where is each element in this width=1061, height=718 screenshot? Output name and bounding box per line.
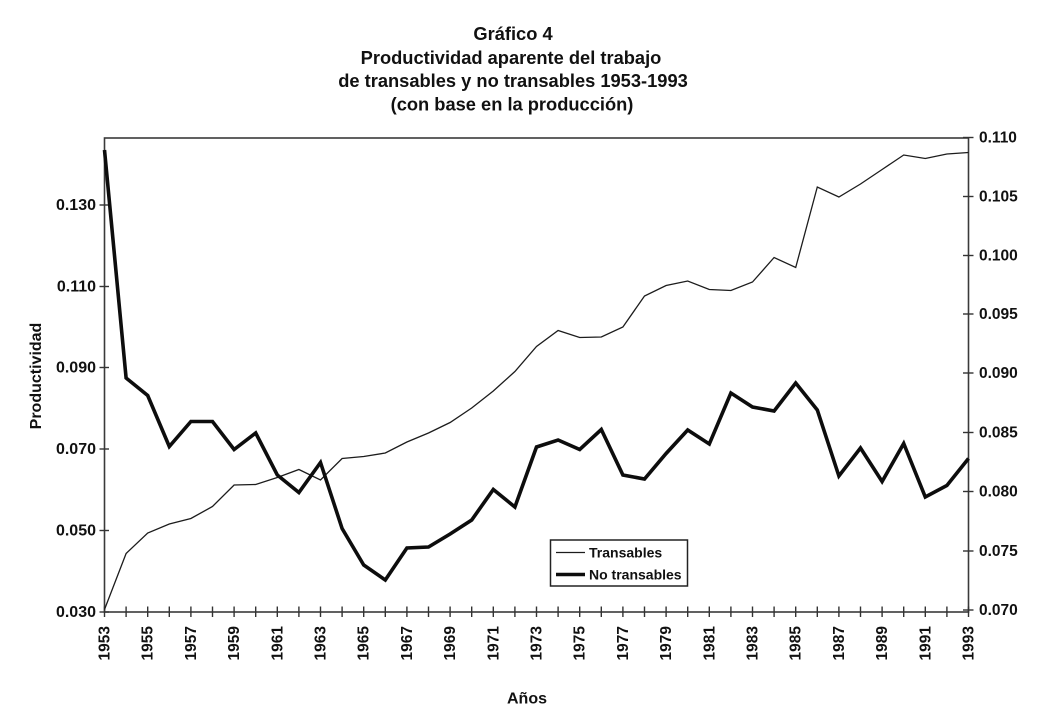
svg-text:1979: 1979 [658, 626, 675, 661]
svg-text:1959: 1959 [226, 626, 243, 661]
svg-text:1965: 1965 [356, 626, 373, 661]
svg-text:(con base en la producción): (con base en la producción) [391, 94, 634, 115]
svg-text:0.070: 0.070 [979, 602, 1018, 619]
svg-text:1981: 1981 [701, 626, 718, 661]
svg-text:1983: 1983 [745, 626, 762, 661]
svg-text:de transables y no transables: de transables y no transables 1953-1993 [338, 70, 688, 91]
svg-text:0.105: 0.105 [979, 189, 1018, 206]
svg-text:1989: 1989 [874, 626, 891, 661]
svg-text:1985: 1985 [788, 626, 805, 661]
svg-text:1991: 1991 [917, 626, 934, 661]
svg-text:1993: 1993 [961, 626, 978, 661]
svg-text:Años: Años [507, 691, 547, 708]
svg-text:1977: 1977 [615, 626, 632, 660]
svg-text:1973: 1973 [529, 626, 546, 661]
svg-text:0.110: 0.110 [57, 279, 96, 296]
svg-text:1953: 1953 [97, 626, 114, 661]
svg-text:0.070: 0.070 [56, 441, 96, 458]
svg-text:0.130: 0.130 [56, 197, 96, 214]
svg-text:0.110: 0.110 [979, 130, 1017, 147]
svg-text:Productividad aparente del tra: Productividad aparente del trabajo [361, 47, 662, 68]
svg-text:1957: 1957 [183, 626, 200, 660]
svg-text:Productividad: Productividad [28, 323, 45, 430]
svg-text:1967: 1967 [399, 626, 416, 660]
svg-text:1961: 1961 [269, 626, 286, 661]
svg-text:0.050: 0.050 [56, 523, 96, 540]
svg-text:1975: 1975 [572, 626, 589, 661]
svg-text:1971: 1971 [485, 626, 502, 661]
svg-text:0.100: 0.100 [979, 248, 1018, 265]
svg-text:0.085: 0.085 [979, 425, 1018, 442]
svg-text:1955: 1955 [140, 626, 157, 661]
svg-text:1969: 1969 [442, 626, 459, 661]
svg-text:Transables: Transables [589, 545, 662, 561]
svg-text:0.090: 0.090 [56, 360, 96, 377]
svg-text:0.030: 0.030 [56, 604, 96, 621]
svg-text:Gráfico 4: Gráfico 4 [473, 23, 553, 44]
svg-text:1963: 1963 [313, 626, 330, 661]
svg-text:1987: 1987 [831, 626, 848, 660]
svg-text:0.090: 0.090 [979, 365, 1018, 382]
svg-text:0.080: 0.080 [979, 484, 1018, 501]
svg-text:0.095: 0.095 [979, 306, 1018, 323]
svg-text:No transables: No transables [589, 567, 682, 583]
svg-text:0.075: 0.075 [979, 543, 1018, 560]
